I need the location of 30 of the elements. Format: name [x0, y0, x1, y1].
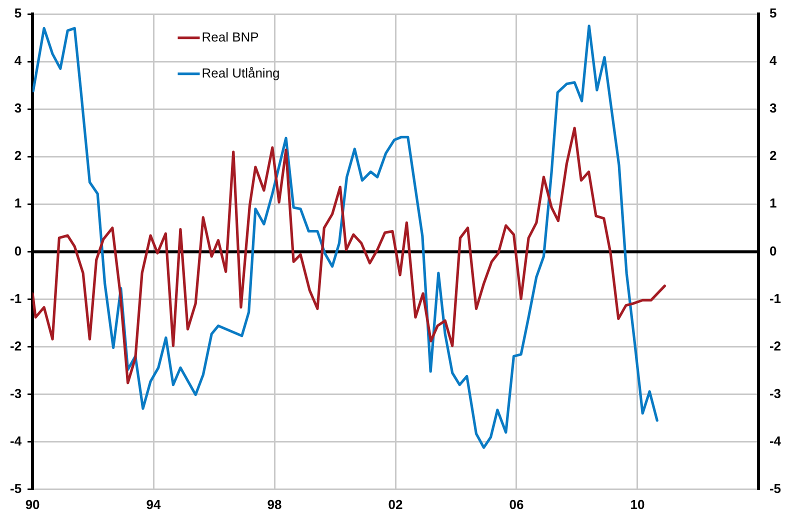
y2-tick-label: 4	[769, 53, 778, 68]
y-tick-label: -4	[10, 433, 22, 448]
y2-tick-label: 1	[769, 196, 777, 211]
y-tick-label: 0	[14, 243, 22, 258]
x-tick-label: 02	[388, 496, 403, 512]
y-tick-label: 4	[14, 53, 22, 68]
x-tick-label: 10	[630, 496, 645, 512]
y-tick-label: -2	[10, 338, 22, 354]
y-tick-label: 3	[14, 100, 22, 116]
x-tick-label: 90	[25, 496, 40, 512]
y-tick-label: -5	[10, 480, 22, 496]
y2-tick-label: 5	[769, 6, 777, 21]
legend-label: Real Utlåning	[202, 65, 280, 80]
x-tick-label: 06	[509, 496, 524, 512]
y2-tick-label: -5	[769, 480, 782, 496]
y-tick-label: -1	[10, 290, 22, 306]
y2-tick-label: -4	[769, 433, 782, 448]
x-tick-label: 94	[146, 496, 162, 512]
y-tick-label: 5	[14, 6, 22, 21]
y-tick-label: -3	[10, 386, 22, 401]
y2-tick-label: 0	[769, 243, 777, 258]
y2-tick-label: 3	[769, 100, 777, 116]
y-tick-label: 1	[14, 196, 22, 211]
legend-label: Real BNP	[202, 29, 259, 44]
y2-tick-label: -3	[769, 386, 782, 401]
y2-tick-label: -1	[769, 290, 782, 306]
x-tick-label: 98	[267, 496, 282, 512]
y2-tick-label: -2	[769, 338, 782, 354]
y-tick-label: 2	[14, 148, 22, 164]
y2-tick-label: 2	[769, 148, 777, 164]
